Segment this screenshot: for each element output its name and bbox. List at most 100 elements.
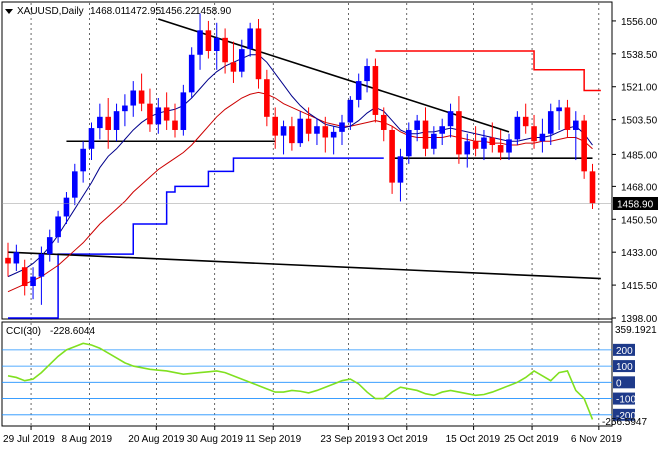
collapse-triangle-icon[interactable]: [5, 9, 13, 14]
cci-level-box: [613, 392, 635, 405]
price-pane-frame: [1, 1, 613, 320]
cci-series: [7, 342, 594, 420]
candle-body: [456, 111, 462, 155]
step-lines: [8, 50, 601, 319]
cci-level-label: -200: [616, 411, 636, 422]
candle-body: [239, 49, 245, 72]
price-label: 1556.00: [621, 17, 658, 28]
close-value: 1458.90: [195, 6, 232, 17]
date-label: 20 Aug 2019: [128, 434, 185, 445]
candle-body: [38, 254, 45, 277]
candle-body: [13, 252, 20, 264]
candle-body: [72, 171, 78, 198]
candle-body: [330, 131, 337, 138]
cci-name: CCI(30): [6, 326, 41, 337]
candle-body: [88, 128, 95, 149]
cci-level-label: 100: [616, 362, 633, 373]
candle-body: [489, 137, 496, 146]
resistance-line: [375, 50, 601, 92]
candle-body: [372, 66, 379, 115]
candle-body: [547, 111, 554, 134]
candle-body: [447, 111, 454, 127]
current-price-box: [613, 196, 658, 210]
symbol-label: XAUUSD,Daily: [17, 6, 84, 17]
price-label: 1415.50: [621, 281, 658, 292]
candle-body: [255, 28, 262, 80]
candle-body: [272, 116, 278, 136]
candle-body: [355, 81, 362, 100]
candle-body: [556, 107, 562, 112]
date-label: 29 Jul 2019: [3, 434, 55, 445]
cci-value: -228.6044: [50, 326, 95, 337]
candle-body: [539, 133, 546, 142]
candle-body: [247, 28, 253, 50]
candle-body: [472, 141, 479, 149]
current-price-label: 1458.90: [617, 199, 654, 210]
price-label: 1503.50: [621, 116, 658, 127]
candle-body: [289, 126, 295, 144]
low-value: 1456.22: [160, 6, 197, 17]
candle-body: [589, 171, 596, 204]
candle-body: [464, 141, 471, 155]
cci-axis-ticks: 200 100 0 -100 -200: [613, 343, 636, 422]
candle-body: [322, 126, 329, 138]
high-value: 1472.95: [125, 6, 162, 17]
candle-body: [5, 257, 11, 264]
candle-body: [339, 122, 345, 132]
candle-body: [280, 126, 287, 136]
candle-body: [63, 197, 70, 217]
candle-body: [581, 120, 587, 172]
candle-body: [497, 145, 504, 153]
trend-lines: [7, 18, 601, 280]
price-label: 1433.00: [621, 248, 658, 259]
current-price-marker: 1458.90: [613, 196, 658, 210]
candle-body: [514, 116, 521, 140]
candle-body: [46, 237, 53, 255]
candle-body: [522, 116, 529, 127]
cci-level-box: [613, 343, 635, 356]
open-value: 1468.01: [90, 6, 127, 17]
candle-body: [314, 126, 320, 134]
cci-level-box: [613, 408, 635, 421]
ma-fast-line: [7, 54, 593, 278]
price-label: 1450.50: [621, 215, 658, 226]
date-label: 23 Sep 2019: [320, 434, 377, 445]
cci-level-label: 200: [616, 346, 633, 357]
cci-line: [7, 342, 594, 420]
candles: [5, 13, 596, 305]
cci-level-box: [613, 360, 635, 373]
candle-body: [213, 37, 220, 52]
candle-body: [414, 120, 420, 130]
cci-level-box: [613, 376, 635, 389]
cci-min-label: -256.5947: [602, 417, 647, 428]
cci-level-label: 0: [616, 378, 622, 389]
candle-body: [422, 120, 429, 149]
candle-body: [197, 30, 203, 55]
price-label: 1485.00: [621, 150, 658, 161]
candle-body: [573, 120, 579, 130]
cci-level-lines: [2, 349, 612, 416]
price-label: 1538.50: [621, 50, 658, 61]
candle-body: [222, 37, 228, 63]
vertical-grid: [30, 3, 600, 425]
candle-body: [80, 148, 86, 172]
indicator-header: CCI(30) -228.6044: [6, 326, 95, 337]
date-label: 15 Oct 2019: [446, 434, 501, 445]
candle-body: [439, 126, 445, 134]
candle-body: [130, 90, 137, 106]
candle-body: [138, 90, 145, 104]
cci-level-label: -100: [616, 395, 636, 406]
date-label: 3 Oct 2019: [379, 434, 428, 445]
price-label: 1521.00: [621, 83, 658, 94]
candle-body: [397, 156, 404, 183]
candle-body: [21, 267, 28, 287]
chart-header: XAUUSD,Daily 1468.01 1472.95 1456.22 145…: [5, 6, 232, 17]
candle-body: [481, 137, 487, 149]
price-axis-ticks: 1556.00 1538.50 1521.00 1503.50 1485.00 1468.…: [2, 17, 658, 325]
candle-body: [230, 62, 237, 72]
candle-body: [105, 116, 111, 130]
indicator-pane-frame: [1, 321, 613, 427]
candle-body: [297, 118, 304, 144]
